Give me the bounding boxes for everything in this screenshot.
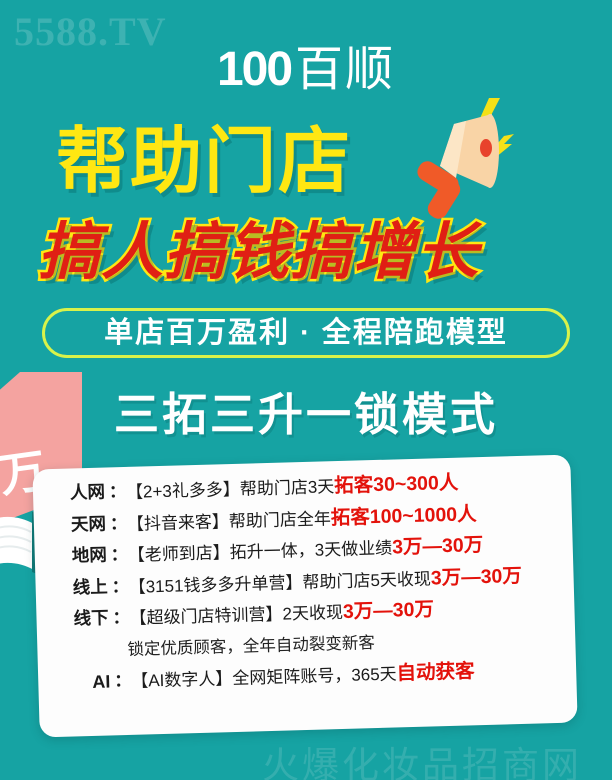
row-text: 【超级门店特训营】2天收现 <box>129 602 344 628</box>
brand-logo: 100百顺 <box>0 46 612 94</box>
row-colon: ： <box>111 576 129 596</box>
row-colon: ： <box>112 607 130 628</box>
row-colon: ： <box>109 513 128 533</box>
row-body: 【超级门店特训营】2天收现3万—30万 <box>129 597 560 629</box>
headline-primary: 帮助门店 <box>56 122 353 202</box>
list-item: 地网 ： 【老师到店】拓升一体，3天做业绩3万—30万 <box>53 534 559 568</box>
megaphone-icon <box>404 92 612 224</box>
row-subline: 锁定优质顾客，全年自动裂变新客 <box>127 633 376 659</box>
row-text: 【AI数字人】全网矩阵账号，365天 <box>131 663 397 691</box>
brand-logo-number: 100 <box>216 43 293 96</box>
row-highlight: 自动获客 <box>396 659 475 684</box>
brand-logo-cn: 百顺 <box>295 43 396 96</box>
row-colon: ： <box>114 670 132 690</box>
subtitle-pill-label: 单店百万盈利 · 全程陪跑模型 <box>104 316 508 349</box>
list-item: 人网 ： 【2+3礼多多】帮助门店3天拓客30~300人 <box>51 471 557 505</box>
subtitle-pill: 单店百万盈利 · 全程陪跑模型 <box>42 308 570 358</box>
list-item: 线上 ： 【3151钱多多升单营】帮助门店5天收现3万—30万 <box>53 564 559 599</box>
row-body: 【3151钱多多升单营】帮助门店5天收现3万—30万 <box>128 564 559 597</box>
list-item: 天网 ： 【抖音来客】帮助门店全年拓客100~1000人 <box>52 502 558 536</box>
row-text: 【老师到店】拓升一体，3天做业绩 <box>127 538 393 565</box>
content-card-rows: 人网 ： 【2+3礼多多】帮助门店3天拓客30~300人 天网 ： 【抖音来客】… <box>32 455 577 738</box>
section-title: 三拓三升一锁模式 <box>113 389 498 440</box>
row-body: 【AI数字人】全网矩阵账号，365天自动获客 <box>131 659 562 691</box>
watermark-bottom: 火爆化妆品招商网 <box>262 745 582 780</box>
row-key: 天网 <box>70 513 107 535</box>
row-key: AI <box>92 670 111 692</box>
row-key: 地网 <box>71 544 108 566</box>
row-highlight: 拓客100~1000人 <box>330 502 477 529</box>
row-text: 【抖音来客】帮助门店全年 <box>126 508 332 534</box>
row-body: 【老师到店】拓升一体，3天做业绩3万—30万 <box>128 534 559 566</box>
row-colon: ： <box>108 481 127 502</box>
watermark-top: 5588.TV <box>14 9 167 54</box>
row-key: 线下 <box>73 607 109 629</box>
row-highlight: 3万—30万 <box>342 598 435 623</box>
content-card: 人网 ： 【2+3礼多多】帮助门店3天拓客30~300人 天网 ： 【抖音来客】… <box>32 454 578 738</box>
row-key: 线上 <box>72 576 108 597</box>
row-text: 【3151钱多多升单营】帮助门店5天收现 <box>128 568 432 597</box>
list-item: AI ： 【AI数字人】全网矩阵账号，365天自动获客 <box>56 659 562 693</box>
row-body: 【抖音来客】帮助门店全年拓客100~1000人 <box>127 502 558 534</box>
row-highlight: 拓客30~300人 <box>333 471 459 498</box>
row-text: 【2+3礼多多】帮助门店3天 <box>125 477 335 502</box>
row-highlight: 3万—30万 <box>430 564 523 589</box>
headline-secondary: 搞人搞钱搞增长 <box>35 218 480 287</box>
row-body: 【2+3礼多多】帮助门店3天拓客30~300人 <box>126 471 557 503</box>
row-colon: ： <box>110 544 129 565</box>
row-highlight: 3万—30万 <box>391 534 484 559</box>
row-key: 人网 <box>69 481 106 503</box>
